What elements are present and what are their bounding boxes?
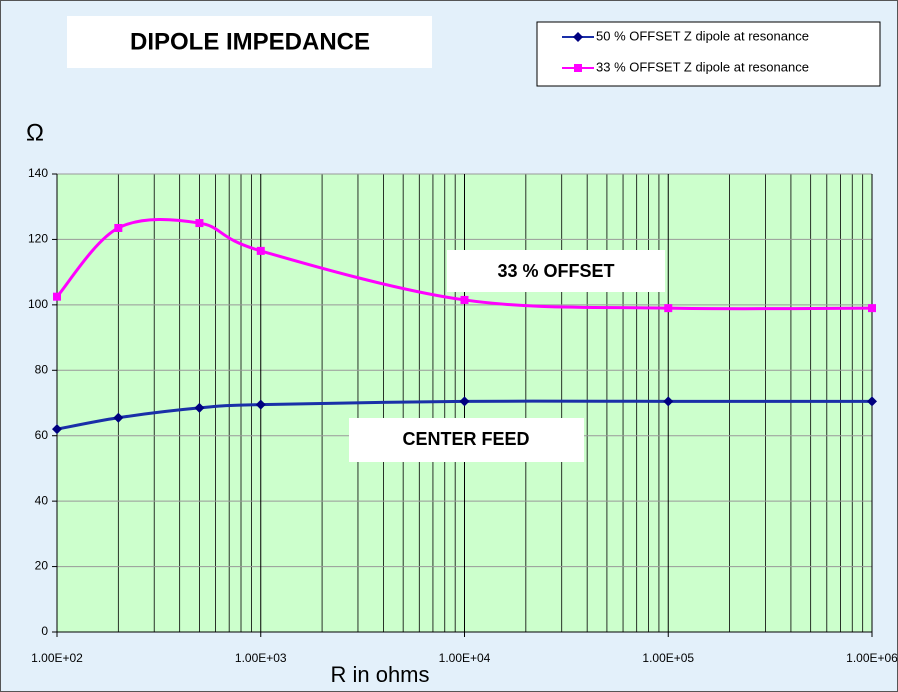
- legend: [536, 21, 881, 87]
- marker: [868, 304, 876, 313]
- title-box: [67, 16, 432, 68]
- annotation-box: [349, 418, 584, 462]
- y-tick-label: 120: [28, 232, 48, 246]
- marker: [194, 402, 205, 413]
- marker: [113, 412, 124, 423]
- legend-label: 33 % OFFSET Z dipole at resonance: [596, 59, 809, 74]
- marker: [53, 292, 61, 301]
- y-tick-label: 140: [28, 166, 48, 180]
- annotation: CENTER FEED: [402, 429, 529, 449]
- marker: [114, 223, 123, 232]
- x-tick-label: 1.00E+04: [439, 651, 491, 665]
- marker: [255, 399, 266, 410]
- y-tick-label: 20: [35, 559, 49, 573]
- marker: [460, 295, 469, 304]
- y-tick-label: 40: [35, 493, 49, 507]
- x-tick-label: 1.00E+06: [846, 651, 898, 665]
- y-tick-label: 60: [35, 428, 49, 442]
- x-tick-label: 1.00E+05: [642, 651, 694, 665]
- y-tick-label: 80: [35, 362, 49, 376]
- x-tick-label: 1.00E+02: [31, 651, 83, 665]
- x-axis-label: R in ohms: [330, 662, 429, 687]
- annotation: 33 % OFFSET: [497, 261, 614, 281]
- annotation-box: [447, 250, 665, 292]
- marker: [867, 396, 877, 407]
- y-tick-label: 0: [41, 624, 48, 638]
- legend-marker: [574, 64, 582, 72]
- legend-marker: [573, 32, 583, 42]
- x-tick-label: 1.00E+03: [235, 651, 287, 665]
- y-tick-label: 100: [28, 297, 48, 311]
- marker: [459, 396, 470, 407]
- series-line: [56, 399, 872, 431]
- marker: [256, 246, 265, 255]
- series-line: [55, 217, 873, 311]
- y-axis-label: Ω: [26, 119, 44, 146]
- marker: [664, 304, 673, 313]
- marker: [195, 219, 204, 228]
- marker: [52, 424, 62, 435]
- legend-label: 50 % OFFSET Z dipole at resonance: [596, 28, 809, 43]
- chart-title: DIPOLE IMPEDANCE: [130, 28, 370, 55]
- marker: [663, 396, 674, 407]
